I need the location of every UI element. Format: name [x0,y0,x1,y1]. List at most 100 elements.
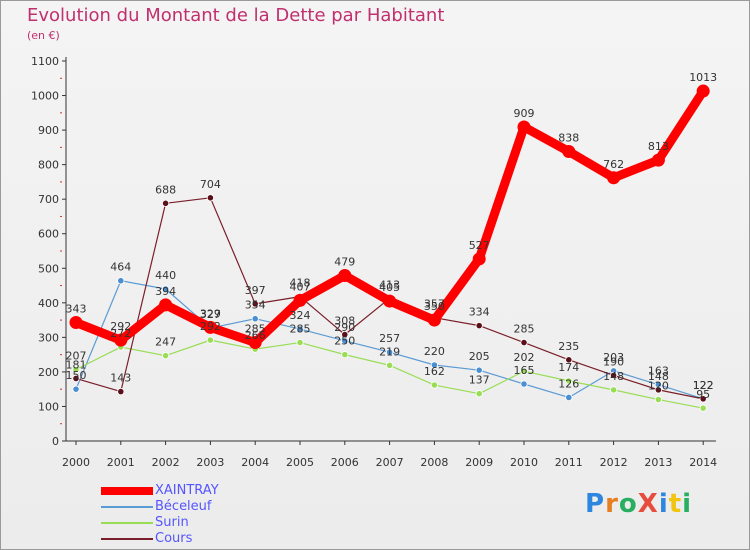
y-tick-label: 400 [38,297,59,310]
data-label: 203 [603,351,624,364]
data-point [72,385,80,393]
legend-swatch [101,487,153,495]
data-point [251,315,259,323]
data-point [517,120,531,134]
data-label: 440 [155,269,176,282]
data-label: 334 [469,306,490,319]
data-label: 813 [648,140,669,153]
data-point [475,322,483,330]
data-point [385,361,394,369]
data-label: 354 [245,299,266,312]
y-tick-label: 900 [38,124,59,137]
data-label: 327 [200,308,221,321]
data-point [293,293,307,307]
data-point [296,338,304,347]
logo-letter: r [605,489,619,519]
data-point [248,336,262,350]
data-point [206,336,214,344]
y-tick-label: 0 [52,435,59,448]
chart-subtitle: (en €) [27,29,60,42]
data-label: 324 [290,309,311,322]
y-tick-label: 600 [38,228,59,241]
data-label: 413 [379,278,400,291]
data-point [607,171,621,185]
legend-swatch [101,538,153,540]
data-point [565,393,573,402]
data-label: 909 [514,107,535,120]
data-label: 122 [693,379,714,392]
data-label: 285 [245,323,266,336]
y-tick-label: 200 [38,366,59,379]
data-label: 285 [514,323,535,336]
data-label: 235 [558,340,579,353]
data-label: 688 [155,183,176,196]
data-label: 405 [379,281,400,294]
logo-letter: o [618,489,638,519]
x-tick-label: 2008 [420,456,448,469]
data-point [651,153,665,167]
data-point [430,361,438,369]
x-tick-label: 2007 [376,456,404,469]
data-point [565,377,573,385]
data-label: 397 [245,284,266,297]
data-label: 95 [696,388,710,401]
y-tick-label: 100 [38,400,59,413]
chart-title: Evolution du Montant de la Dette par Hab… [27,5,445,26]
data-point [385,348,394,356]
data-point [206,194,214,202]
legend-swatch [101,522,153,524]
data-label: 219 [379,345,400,358]
data-point [654,395,663,404]
data-label: 250 [334,335,355,348]
data-point [520,338,528,347]
x-tick-label: 2006 [331,456,359,469]
legend-label: Cours [155,531,193,546]
data-label: 165 [514,364,535,377]
data-point [117,387,125,396]
x-tick-label: 2001 [107,456,135,469]
data-point [341,330,349,339]
data-label: 357 [424,298,445,311]
data-label: 120 [648,380,669,393]
y-tick-label: 500 [38,262,59,275]
data-label: 1013 [689,71,717,84]
x-tick-label: 2010 [510,456,538,469]
data-point [430,381,438,389]
data-label: 181 [66,358,87,371]
data-label: 479 [334,256,355,269]
data-label: 285 [290,323,311,336]
data-label: 207 [66,349,87,362]
data-point [609,386,618,394]
data-label: 762 [603,158,624,171]
data-label: 704 [200,178,221,191]
data-label: 202 [514,351,535,364]
x-tick-label: 2009 [465,456,493,469]
data-label: 148 [603,370,624,383]
logo-letter: P [585,489,606,519]
data-label: 272 [110,327,131,340]
data-point [341,351,349,359]
data-label: 163 [648,365,669,378]
data-point [562,145,576,159]
data-point [472,252,486,266]
data-label: 205 [469,350,490,363]
y-tick-label: 700 [38,193,59,206]
data-label: 464 [110,261,131,274]
x-tick-label: 2004 [241,456,269,469]
y-tick-label: 1000 [31,90,59,103]
data-point [565,356,573,364]
data-label: 266 [245,329,266,342]
data-label: 122 [693,379,714,392]
data-label: 257 [379,332,400,345]
data-label: 190 [603,355,624,368]
data-label: 418 [290,277,311,290]
data-point [383,294,397,308]
data-label: 329 [200,307,221,320]
y-tick-label: 1100 [31,55,59,68]
x-tick-label: 2003 [196,456,224,469]
data-point [699,404,707,412]
y-tick-label: 800 [38,159,59,172]
data-point [475,366,483,374]
data-point [475,390,483,398]
